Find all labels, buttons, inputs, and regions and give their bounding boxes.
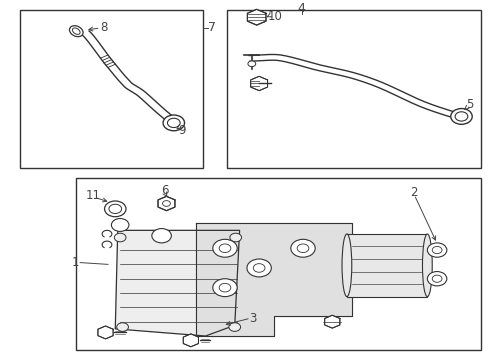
Circle shape	[152, 229, 171, 243]
Circle shape	[290, 239, 315, 257]
Text: 3: 3	[249, 312, 256, 325]
Circle shape	[229, 233, 241, 242]
Polygon shape	[195, 223, 351, 336]
Text: 6: 6	[161, 184, 169, 197]
Text: 7: 7	[207, 22, 216, 35]
Polygon shape	[250, 76, 267, 91]
Text: 5: 5	[466, 99, 473, 112]
Polygon shape	[183, 334, 198, 347]
Text: 11: 11	[86, 189, 101, 202]
Text: 2: 2	[409, 186, 417, 199]
Ellipse shape	[69, 26, 83, 37]
Bar	[20, 10, 203, 168]
Circle shape	[104, 201, 126, 217]
Circle shape	[427, 271, 446, 286]
Circle shape	[111, 219, 129, 231]
Text: 4: 4	[297, 3, 305, 15]
Polygon shape	[115, 230, 239, 336]
Polygon shape	[324, 315, 339, 328]
Circle shape	[212, 279, 237, 297]
Circle shape	[114, 233, 126, 242]
Circle shape	[117, 323, 128, 331]
Ellipse shape	[341, 234, 351, 297]
Bar	[346, 234, 427, 297]
Ellipse shape	[422, 234, 431, 297]
Circle shape	[212, 239, 237, 257]
Text: 1: 1	[71, 256, 79, 269]
Text: 8: 8	[101, 22, 108, 35]
Circle shape	[427, 243, 446, 257]
Polygon shape	[158, 196, 175, 211]
Circle shape	[228, 323, 240, 331]
Circle shape	[450, 109, 471, 124]
Bar	[227, 10, 480, 168]
Circle shape	[163, 115, 184, 131]
Text: 9: 9	[178, 123, 186, 136]
Polygon shape	[247, 9, 265, 25]
Polygon shape	[98, 326, 113, 339]
Circle shape	[246, 259, 271, 277]
Text: 10: 10	[267, 10, 282, 23]
Bar	[76, 179, 480, 350]
Circle shape	[247, 61, 255, 67]
